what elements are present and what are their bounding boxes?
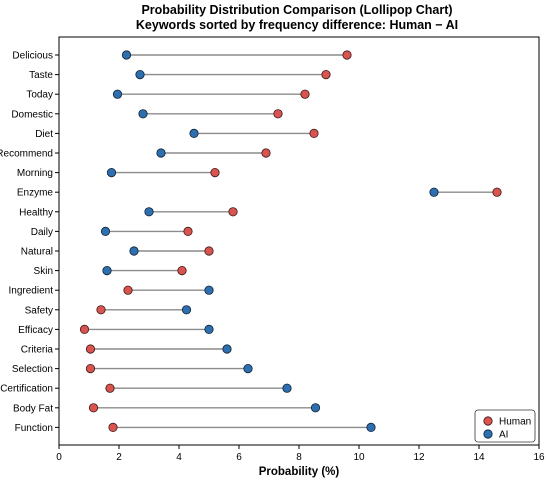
y-tick-label: Recommend — [0, 149, 53, 160]
plot-area: 0 2 4 6 8 10 12 14 16 Delicious Taste Today Domestic… — [0, 36, 545, 463]
ai-point — [429, 187, 439, 197]
plot-frame — [58, 36, 540, 446]
y-tick-label: Daily — [31, 227, 53, 238]
ai-point — [106, 168, 117, 178]
human-point — [85, 344, 96, 354]
human-point — [177, 265, 187, 276]
y-tick-label: Criteria — [21, 345, 54, 356]
y-tick-label: Delicious — [12, 51, 53, 62]
human-point — [261, 148, 271, 158]
y-tick-label: Body Fat — [13, 403, 53, 414]
legend-label: AI — [499, 430, 508, 441]
y-tick-label: Function — [15, 423, 53, 434]
x-tick-label: 0 — [56, 452, 62, 463]
y-tick-label: Healthy — [19, 207, 53, 218]
x-tick-label: 16 — [533, 452, 545, 463]
human-point — [108, 422, 118, 432]
ai-point — [135, 70, 145, 80]
human-point — [228, 207, 238, 217]
human-point — [96, 305, 106, 315]
y-tick-label: Certification — [0, 384, 53, 395]
human-point — [85, 363, 96, 374]
ai-point — [102, 265, 112, 276]
human-point — [309, 128, 319, 138]
ai-point — [181, 305, 192, 315]
ai-point — [100, 226, 111, 236]
y-tick-label: Today — [26, 90, 53, 101]
chart-subtitle: Keywords sorted by frequency difference:… — [136, 18, 458, 32]
human-point — [492, 187, 502, 197]
ai-point — [144, 207, 154, 217]
y-tick-label: Natural — [21, 247, 53, 258]
y-tick-label: Selection — [12, 364, 53, 375]
x-tick-label: 12 — [413, 452, 425, 463]
y-tick-label: Skin — [34, 266, 53, 277]
human-point — [88, 403, 99, 413]
x-tick-label: 4 — [176, 452, 182, 463]
ai-point — [156, 148, 166, 158]
y-tick-label: Diet — [35, 129, 53, 140]
ai-point — [243, 363, 253, 374]
ai-point — [310, 403, 321, 413]
legend-marker — [483, 416, 493, 426]
human-point — [300, 89, 310, 99]
x-tick-label: 6 — [236, 452, 242, 463]
y-tick-label: Safety — [25, 305, 53, 316]
ai-point — [222, 344, 232, 354]
ai-point — [138, 109, 148, 119]
human-point — [183, 226, 193, 236]
chart-title: Probability Distribution Comparison (Lol… — [141, 3, 452, 17]
x-axis-label: Probability (%) — [259, 466, 340, 478]
y-tick-label: Taste — [29, 70, 53, 81]
human-point — [273, 109, 283, 119]
human-point — [79, 324, 90, 334]
ai-point — [189, 128, 199, 138]
y-tick-label: Morning — [17, 168, 53, 179]
y-tick-label: Enzyme — [17, 188, 54, 199]
ai-point — [129, 246, 139, 256]
legend-marker — [483, 429, 493, 439]
x-tick-label: 10 — [353, 452, 365, 463]
human-point — [123, 285, 133, 295]
human-point — [342, 50, 352, 60]
human-point — [204, 246, 214, 256]
x-tick-label: 8 — [296, 452, 302, 463]
ai-point — [121, 50, 132, 60]
ai-point — [204, 285, 214, 295]
x-tick-label: 2 — [116, 452, 122, 463]
y-tick-label: Domestic — [11, 109, 53, 120]
ai-point — [112, 89, 123, 99]
human-point — [321, 70, 331, 80]
ai-point — [366, 422, 376, 432]
ai-point — [282, 383, 292, 393]
x-tick-label: 14 — [473, 452, 485, 463]
human-point — [105, 383, 115, 393]
y-tick-label: Efficacy — [18, 325, 53, 336]
ai-point — [204, 324, 214, 334]
y-tick-label: Ingredient — [9, 286, 54, 297]
legend: Human AI — [474, 409, 536, 443]
human-point — [210, 168, 220, 178]
legend-label: Human — [499, 417, 531, 428]
